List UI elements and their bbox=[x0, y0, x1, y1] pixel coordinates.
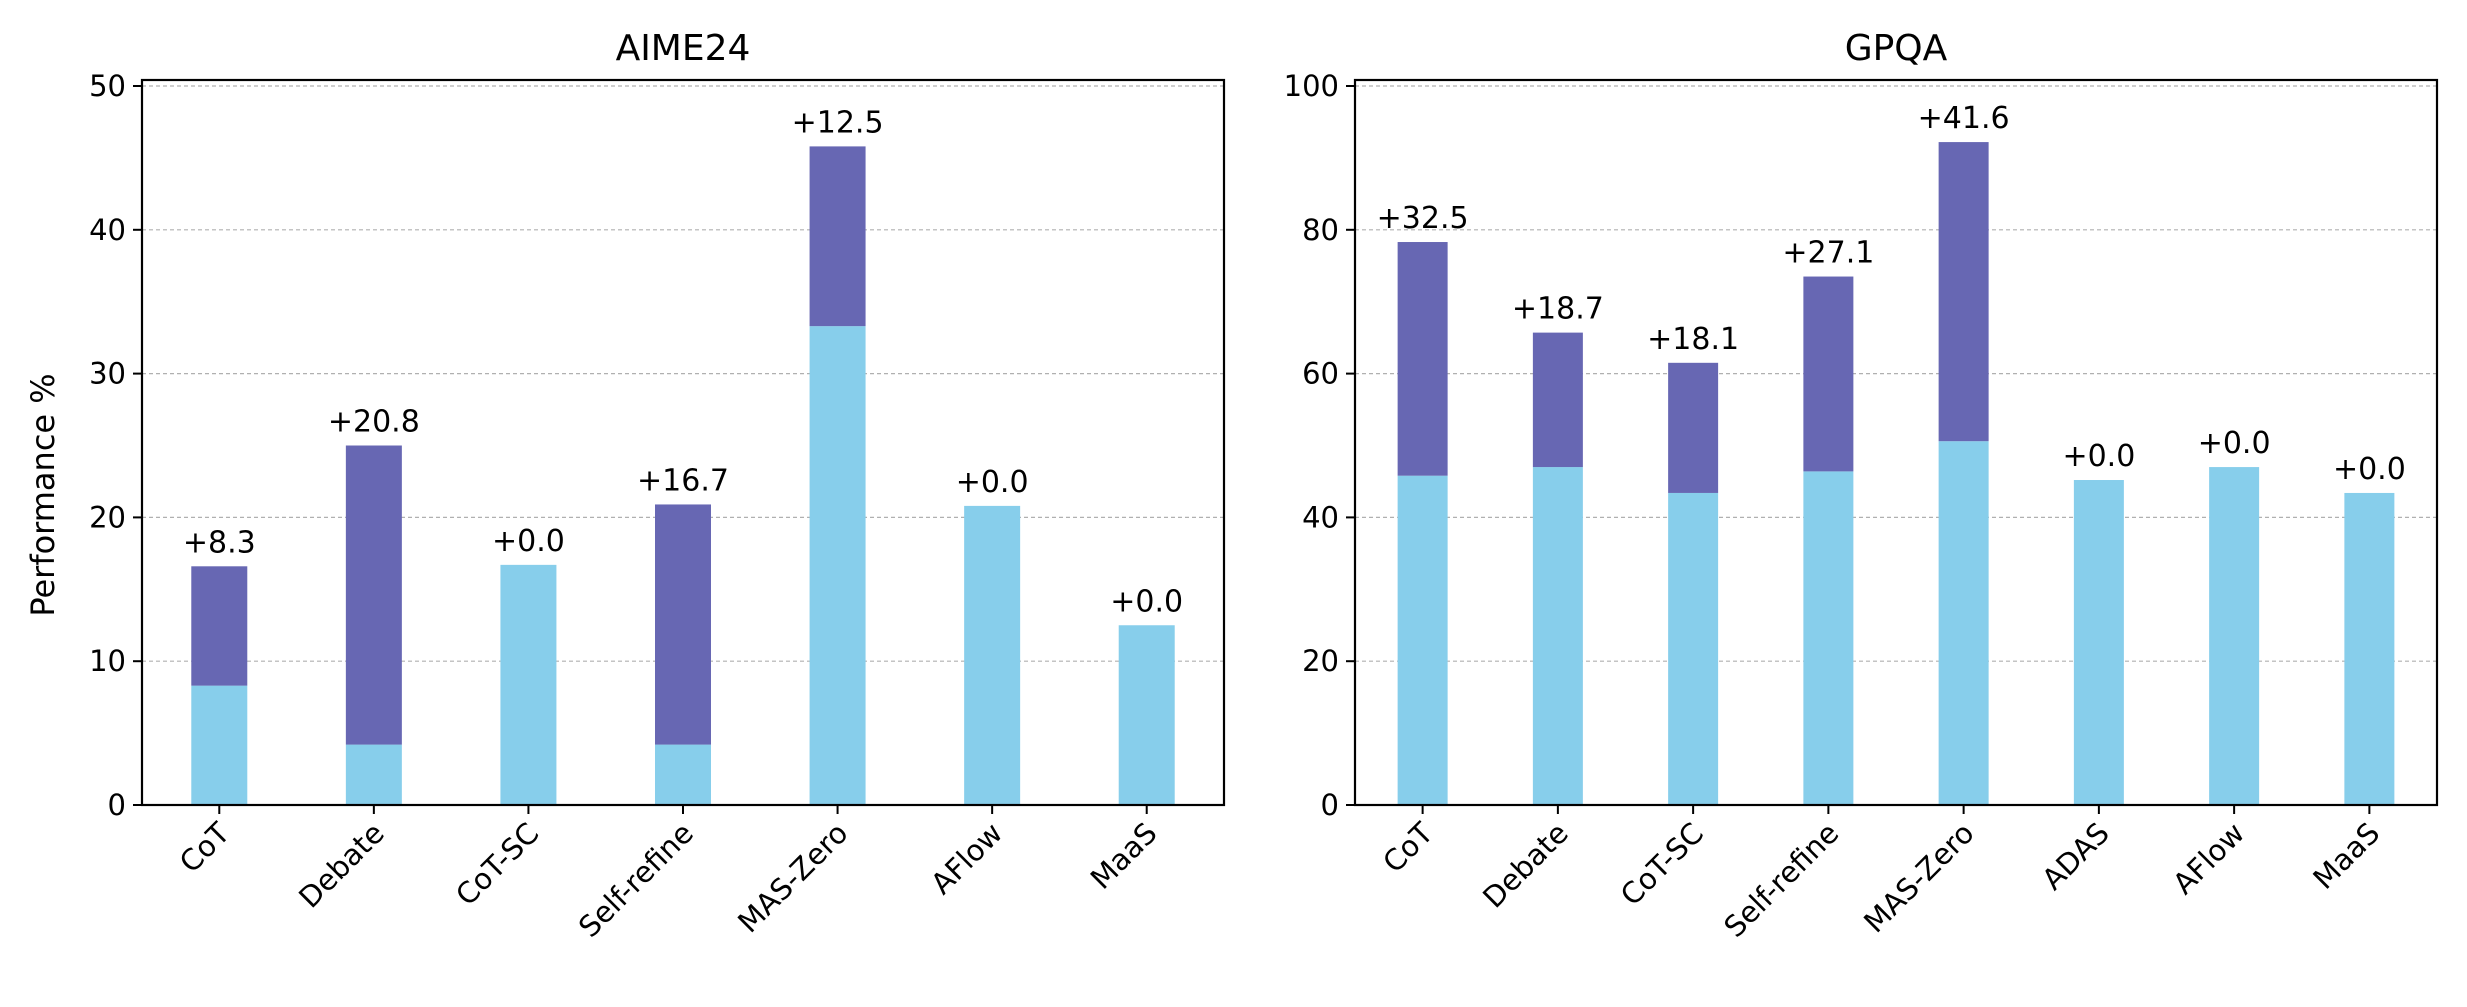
bar-annotation: +0.0 bbox=[2062, 439, 2135, 474]
bar-base bbox=[1938, 441, 1989, 805]
bar-annotation: +8.3 bbox=[183, 525, 256, 560]
bar-gain bbox=[191, 566, 248, 686]
bar-annotation: +0.0 bbox=[2333, 452, 2406, 487]
y-tick-label: 30 bbox=[89, 357, 126, 391]
bar-annotation: +20.8 bbox=[328, 405, 420, 440]
plot-frame bbox=[1353, 78, 2439, 807]
bar-base bbox=[809, 326, 866, 805]
bar-gain bbox=[1668, 362, 1719, 493]
bar-base bbox=[2344, 492, 2395, 805]
bar-gain bbox=[655, 504, 711, 745]
bar-annotation: +27.1 bbox=[1782, 236, 1874, 271]
y-tick-label: 80 bbox=[1302, 213, 1339, 247]
bar-base bbox=[191, 685, 248, 805]
y-tick-label: 0 bbox=[1321, 788, 1339, 822]
bar-base bbox=[1668, 492, 1719, 805]
bar-base bbox=[964, 505, 1021, 805]
y-tick-label: 50 bbox=[89, 69, 126, 103]
bar-base bbox=[345, 744, 402, 805]
bar-base bbox=[655, 744, 711, 805]
bar-annotation: +0.0 bbox=[492, 524, 565, 559]
bar-gain bbox=[345, 445, 402, 745]
plot-frame bbox=[140, 78, 1226, 807]
bar-annotation: +32.5 bbox=[1377, 201, 1469, 236]
y-tick-label: 60 bbox=[1302, 357, 1339, 391]
bar-base bbox=[2209, 467, 2260, 805]
bar-base bbox=[500, 564, 557, 805]
bar-gain bbox=[809, 146, 866, 327]
bar-gain bbox=[1532, 332, 1583, 468]
bar-base bbox=[2073, 480, 2124, 805]
bar-annotation: +0.0 bbox=[2198, 426, 2271, 461]
bar-base bbox=[1397, 475, 1448, 805]
bar-gain bbox=[1397, 242, 1448, 476]
y-tick-label: 40 bbox=[89, 213, 126, 247]
bar-annotation: +0.0 bbox=[956, 465, 1029, 500]
bar-annotation: +41.6 bbox=[1918, 101, 2010, 136]
bar-base bbox=[1118, 625, 1175, 805]
y-tick-label: 20 bbox=[89, 500, 126, 534]
chart-title: GPQA bbox=[1845, 28, 1948, 69]
y-tick-label: 40 bbox=[1302, 500, 1339, 534]
y-axis-label: Performance % bbox=[24, 373, 62, 616]
y-tick-label: 20 bbox=[1302, 644, 1339, 678]
chart-title: AIME24 bbox=[616, 28, 751, 69]
bar-base bbox=[1532, 467, 1583, 805]
y-tick-label: 10 bbox=[89, 644, 126, 678]
bar-gain bbox=[1803, 276, 1854, 472]
bar-base bbox=[1803, 471, 1854, 805]
bar-gain bbox=[1938, 142, 1989, 442]
y-tick-label: 0 bbox=[108, 788, 126, 822]
bar-annotation: +18.1 bbox=[1647, 322, 1739, 357]
bar-annotation: +18.7 bbox=[1512, 292, 1604, 327]
bar-annotation: +0.0 bbox=[1110, 584, 1183, 619]
bar-annotation: +12.5 bbox=[792, 105, 884, 140]
y-tick-label: 100 bbox=[1284, 69, 1339, 103]
bar-annotation: +16.7 bbox=[637, 463, 729, 498]
